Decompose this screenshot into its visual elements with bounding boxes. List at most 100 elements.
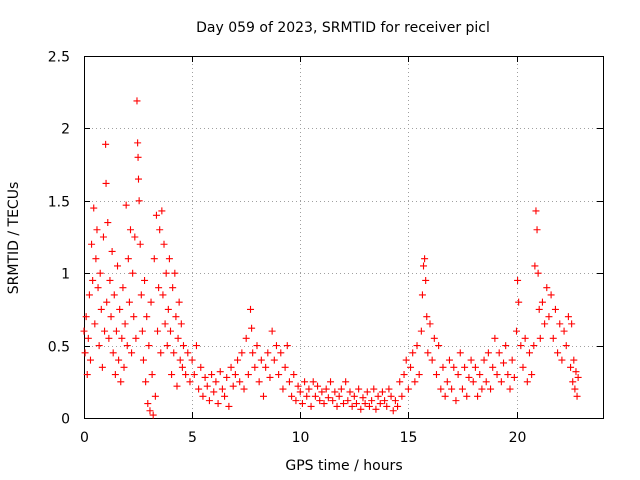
data-point <box>264 349 272 357</box>
data-point <box>458 385 466 393</box>
data-point <box>99 233 107 241</box>
data-point <box>556 320 564 328</box>
data-point <box>543 284 551 292</box>
data-point <box>567 363 575 371</box>
data-point <box>173 382 181 390</box>
data-point <box>137 291 145 299</box>
data-point <box>138 327 146 335</box>
data-point <box>421 255 429 263</box>
data-point <box>201 373 209 381</box>
data-point <box>448 385 456 393</box>
data-point <box>244 371 252 379</box>
data-point <box>149 411 157 419</box>
y-tick-label: 1.5 <box>48 195 70 211</box>
data-point <box>255 378 263 386</box>
data-point <box>411 378 419 386</box>
chart-title: Day 059 of 2023, SRMTID for receiver pic… <box>196 20 490 36</box>
data-point <box>240 385 248 393</box>
data-point <box>370 385 378 393</box>
data-point <box>95 342 103 350</box>
data-point <box>532 207 540 215</box>
data-point <box>292 397 300 405</box>
data-point <box>506 385 514 393</box>
data-point <box>159 291 167 299</box>
data-point <box>502 342 510 350</box>
data-point <box>157 349 165 357</box>
data-point <box>531 262 539 270</box>
data-point <box>430 334 438 342</box>
y-tick-label: 0 <box>61 412 70 428</box>
data-point <box>106 276 114 284</box>
data-point <box>277 349 285 357</box>
data-point <box>168 371 176 379</box>
data-point <box>564 313 572 321</box>
data-point <box>487 385 495 393</box>
data-point <box>141 276 149 284</box>
data-point <box>423 313 431 321</box>
data-point <box>147 298 155 306</box>
data-point <box>333 402 341 410</box>
data-point <box>385 385 393 393</box>
data-point <box>355 385 363 393</box>
data-point <box>374 392 382 400</box>
data-point <box>348 402 356 410</box>
data-point <box>454 371 462 379</box>
data-point <box>236 378 244 386</box>
data-point <box>376 400 384 408</box>
data-point <box>86 356 94 364</box>
data-point <box>467 356 475 364</box>
data-point <box>294 382 302 390</box>
data-point <box>523 378 531 386</box>
data-point <box>465 373 473 381</box>
data-point <box>407 363 415 371</box>
data-point <box>530 342 538 350</box>
axis-ticks: 0 5 10 15 20 0 0.5 1 1.5 2 2.5 <box>48 50 603 446</box>
data-point <box>125 298 133 306</box>
data-point <box>452 397 460 405</box>
data-point <box>115 356 123 364</box>
data-point <box>437 385 445 393</box>
data-point <box>298 400 306 408</box>
data-point <box>443 378 451 386</box>
data-point <box>114 262 122 270</box>
data-point <box>327 378 335 386</box>
data-point <box>84 334 92 342</box>
data-point <box>400 371 408 379</box>
data-point <box>120 363 128 371</box>
data-point <box>107 313 115 321</box>
data-point <box>85 291 93 299</box>
data-point <box>504 371 512 379</box>
data-point <box>130 313 138 321</box>
data-point <box>450 363 458 371</box>
data-point <box>91 320 99 328</box>
data-point <box>352 400 360 408</box>
data-point <box>484 349 492 357</box>
data-point <box>432 371 440 379</box>
x-tick-label: 5 <box>188 430 197 446</box>
data-point <box>89 276 97 284</box>
data-point <box>190 371 198 379</box>
data-point <box>103 298 111 306</box>
data-point <box>320 400 328 408</box>
data-point <box>218 385 226 393</box>
data-point <box>164 305 172 313</box>
data-point <box>175 298 183 306</box>
data-point <box>262 363 270 371</box>
data-point <box>216 368 224 376</box>
data-point <box>108 247 116 255</box>
data-point <box>177 320 185 328</box>
data-point <box>337 385 345 393</box>
data-point <box>489 363 497 371</box>
data-point <box>357 405 365 413</box>
data-point <box>456 349 464 357</box>
data-point <box>387 392 395 400</box>
data-point <box>171 269 179 277</box>
data-point <box>303 392 311 400</box>
data-point <box>418 291 426 299</box>
data-point <box>146 407 154 415</box>
data-point <box>105 334 113 342</box>
data-point <box>350 392 358 400</box>
data-point <box>500 359 508 367</box>
data-point <box>413 342 421 350</box>
